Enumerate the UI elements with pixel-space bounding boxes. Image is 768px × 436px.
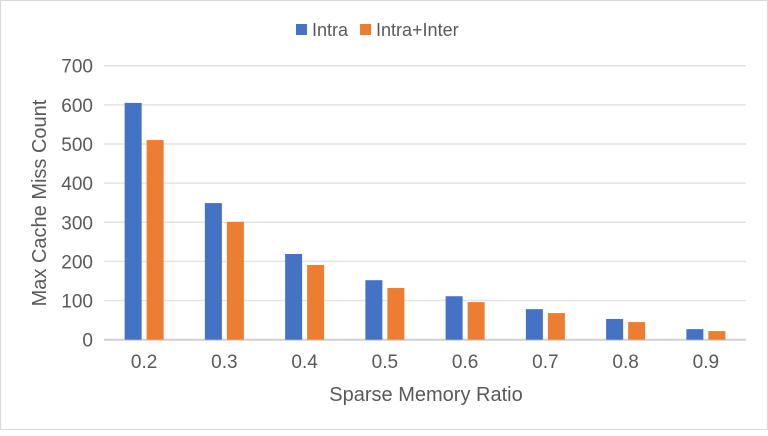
x-axis-label: Sparse Memory Ratio: [329, 384, 522, 406]
x-tick-label: 0.9: [693, 352, 719, 373]
x-tick-label: 0.6: [452, 352, 478, 373]
y-tick-label: 200: [61, 252, 93, 273]
bar-intra-0.3: [204, 203, 222, 340]
x-tick-label: 0.4: [291, 352, 318, 373]
bar-intra-inter-0.3: [226, 221, 244, 340]
bar-intra-0.9: [686, 329, 704, 340]
y-tick-label: 500: [61, 135, 93, 156]
bar-intra-inter-0.2: [146, 140, 164, 340]
y-tick-label: 100: [61, 292, 93, 313]
x-tick-label: 0.8: [612, 352, 638, 373]
x-tick-label: 0.2: [131, 352, 157, 373]
bar-intra-0.8: [606, 318, 624, 340]
x-tick-label: 0.7: [532, 352, 558, 373]
bar-intra-0.2: [124, 102, 142, 340]
bar-intra-0.7: [525, 309, 543, 340]
bar-intra-0.5: [365, 280, 383, 340]
bar-intra-inter-0.5: [387, 288, 405, 340]
y-axis-label: Max Cache Miss Count: [29, 99, 51, 306]
y-tick-label: 400: [61, 174, 93, 195]
bar-intra-inter-0.7: [547, 313, 565, 340]
bar-intra-inter-0.4: [307, 264, 325, 340]
bar-intra-inter-0.6: [467, 302, 485, 340]
x-tick-label: 0.3: [211, 352, 237, 373]
y-tick-label: 300: [61, 213, 93, 234]
legend-label: Intra+Inter: [376, 20, 459, 40]
y-tick-label: 600: [61, 96, 93, 117]
bar-intra-inter-0.9: [708, 331, 726, 340]
legend: Intra Intra+Inter: [296, 20, 459, 40]
y-tick-label: 0: [82, 331, 93, 352]
x-tick-label: 0.5: [372, 352, 398, 373]
legend-label: Intra: [312, 20, 349, 40]
bar-intra-inter-0.8: [628, 322, 646, 340]
y-tick-label: 700: [61, 57, 93, 78]
bar-intra-0.6: [445, 296, 463, 340]
legend-swatch: [296, 24, 307, 35]
legend-swatch: [360, 24, 372, 35]
bar-intra-0.4: [285, 253, 303, 340]
